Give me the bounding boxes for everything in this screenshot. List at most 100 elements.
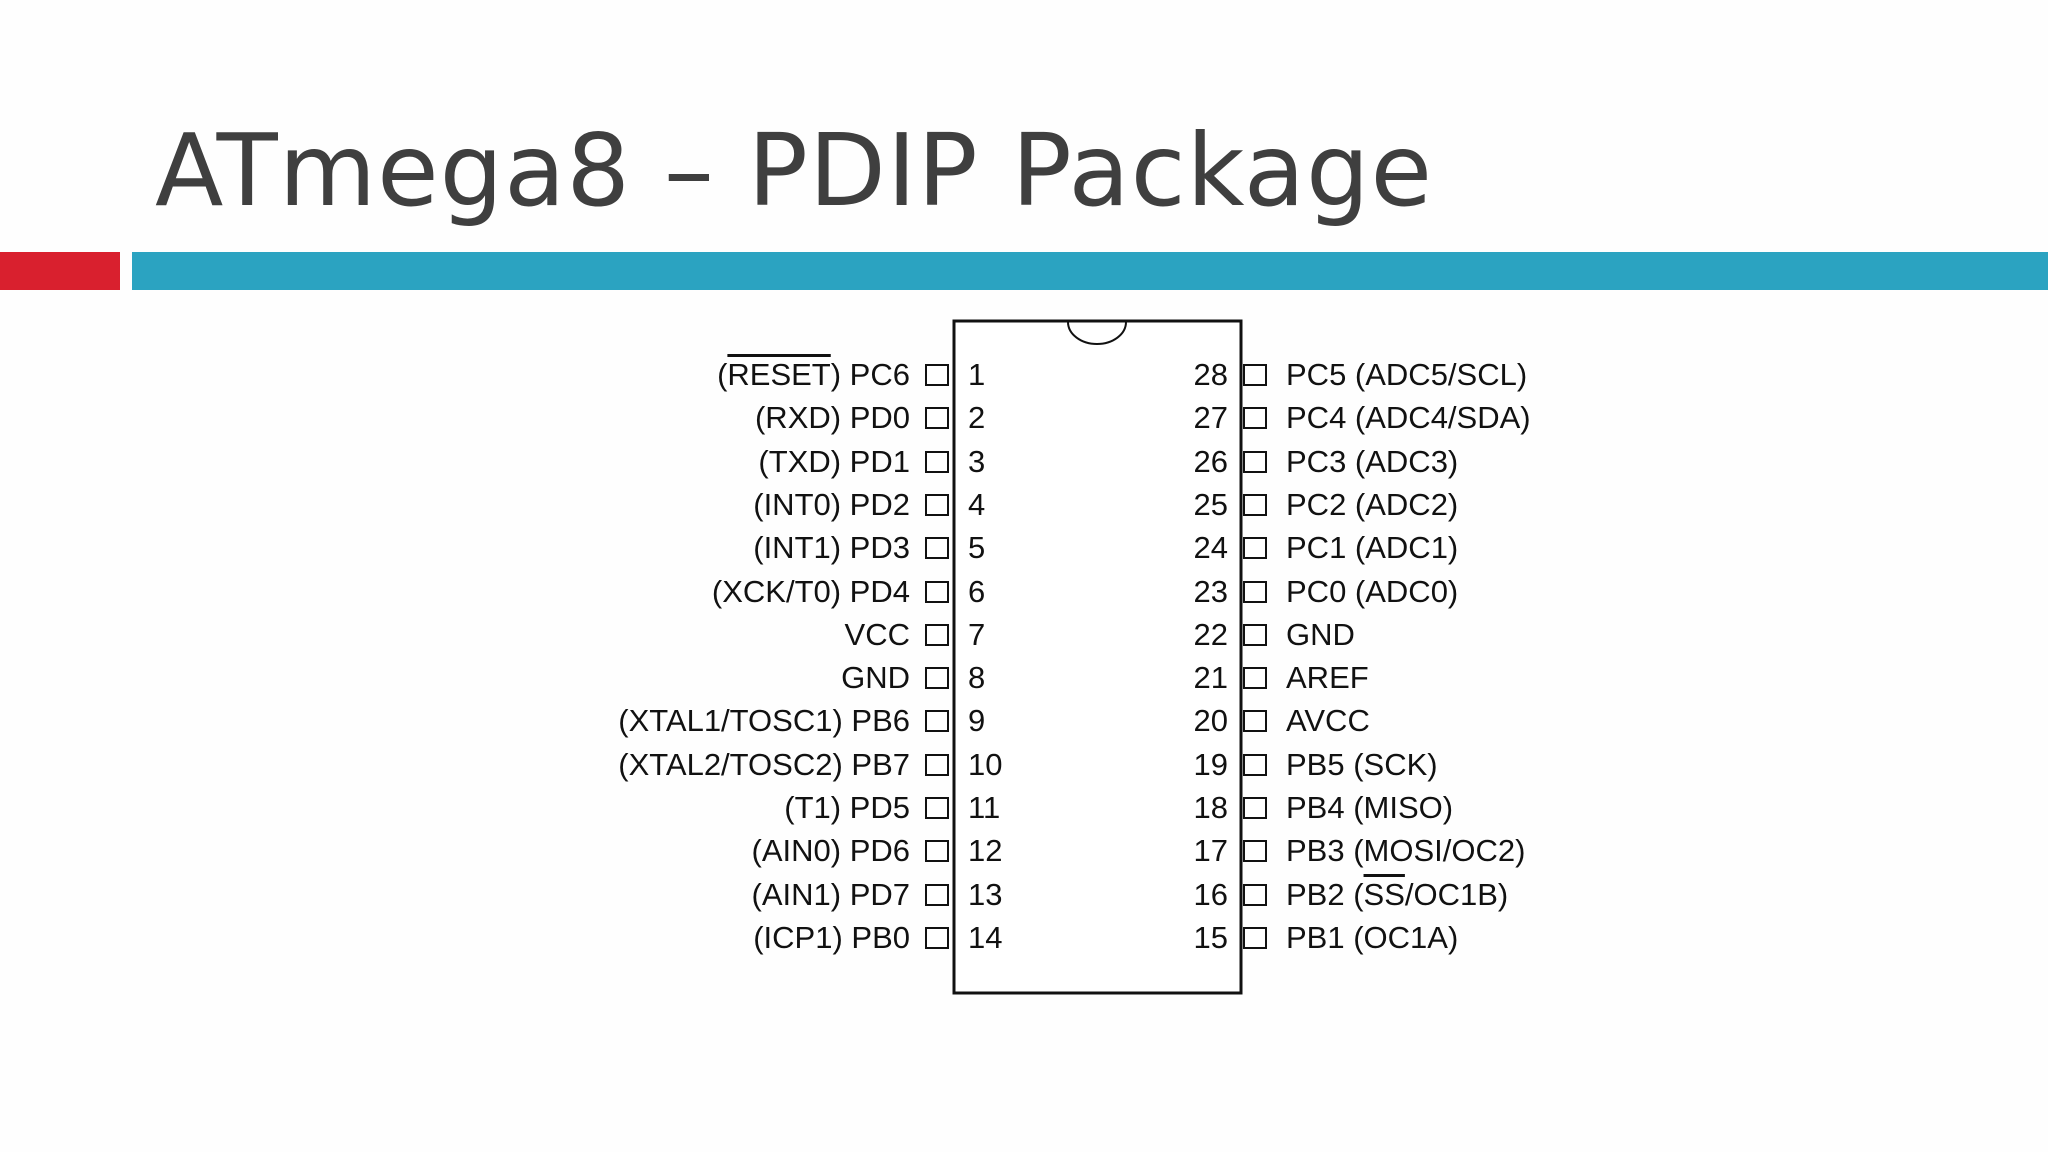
pin-label: PC3 (ADC3): [1286, 443, 1459, 479]
pin-number: 25: [1193, 486, 1228, 522]
pin-box: [925, 407, 949, 430]
pin-label: PB3 (MOSI/OC2): [1286, 834, 1525, 868]
pin-number: 9: [968, 703, 986, 739]
pin-label: AREF: [1286, 661, 1369, 695]
pin-label-part: (XTAL2/TOSC2) PB7: [618, 746, 910, 782]
pin-box: [925, 710, 949, 733]
pin-label-part: PB1 (OC1A): [1286, 919, 1459, 955]
pin-label-part: PB3 (MOSI/OC2): [1286, 833, 1526, 869]
accent-bar: [0, 252, 120, 290]
title-rule: [132, 252, 2048, 290]
slide-title: ATmega8 – PDIP Package: [155, 112, 1434, 229]
pin-label-part: (AIN0) PD6: [751, 833, 910, 869]
pin-number: 26: [1193, 443, 1228, 479]
pin-number: 15: [1193, 919, 1228, 955]
pin-number: 17: [1193, 833, 1228, 869]
pin-label-part: (XTAL1/TOSC1) PB6: [618, 703, 910, 739]
pin-label-part: PB5 (SCK): [1286, 746, 1438, 782]
pin-label: PC2 (ADC2): [1286, 486, 1459, 522]
pin-number: 27: [1193, 400, 1228, 436]
pin-label: (ICP1) PB0: [753, 920, 910, 955]
pin-label-part: RESET: [727, 357, 831, 392]
pin-label: (XTAL1/TOSC1) PB6: [618, 704, 910, 738]
pin-box: [925, 667, 949, 690]
pin-number: 5: [968, 530, 986, 566]
pin-box: [925, 580, 949, 603]
pin-label-part: PB4 (MISO): [1286, 790, 1454, 825]
pin-label: (INT0) PD2: [753, 486, 910, 522]
pin-number: 16: [1193, 876, 1228, 912]
pin-label: VCC: [844, 616, 910, 652]
pin-label-part: AVCC: [1286, 703, 1370, 739]
pin-label-part: PC5 (ADC5/SCL): [1286, 357, 1528, 392]
pin-number: 6: [968, 573, 986, 609]
pin-label: AVCC: [1286, 704, 1370, 738]
pin-box: [1243, 753, 1267, 776]
pin-number: 2: [968, 400, 986, 436]
pin-number: 14: [968, 919, 1003, 955]
pin-box: [1243, 840, 1267, 863]
pin-label: PC1 (ADC1): [1286, 531, 1458, 565]
pin-box: [1243, 450, 1267, 473]
pin-label-part: (INT1) PD3: [753, 530, 910, 566]
pin-label-part: (XCK/T0) PD4: [711, 573, 910, 609]
pin-label-part: PC2 (ADC2): [1286, 486, 1459, 522]
pin-label: (XCK/T0) PD4: [711, 573, 910, 609]
pin-label-part: PC3 (ADC3): [1286, 443, 1459, 479]
pin-label-part: AREF: [1286, 660, 1369, 696]
pin-number: 28: [1193, 357, 1228, 392]
pin-number: 7: [968, 616, 986, 652]
pin-box: [925, 623, 949, 646]
pin-box: [925, 537, 949, 560]
pin-label: (INT1) PD3: [753, 531, 910, 565]
pin-label: (RXD) PD0: [755, 401, 910, 435]
pin-label: PC0 (ADC0): [1286, 574, 1458, 609]
pin-box: [1243, 364, 1267, 386]
pin-number: 4: [968, 486, 986, 522]
pin-label-part: (TXD) PD1: [758, 443, 910, 479]
pin-label-part: SS: [1363, 876, 1405, 912]
pin-label-part: /OC1B): [1404, 876, 1509, 912]
pin-label: (XTAL2/TOSC2) PB7: [618, 746, 910, 782]
pin-box: [925, 450, 949, 473]
pin-number: 8: [968, 660, 986, 696]
pin-box: [925, 883, 949, 906]
pin-number: 1: [968, 357, 986, 392]
pin-number: 24: [1193, 530, 1228, 566]
pin-box: [1243, 710, 1267, 733]
pin-label-part: (RXD) PD0: [754, 400, 910, 436]
pin-box: [1243, 493, 1267, 516]
pin-number: 20: [1193, 703, 1228, 739]
pin-label-part: VCC: [844, 616, 910, 652]
pin-box: [1243, 580, 1267, 603]
pin-box: [1243, 883, 1267, 906]
pin-label-part: GND: [1286, 616, 1355, 652]
pin-label-part: PC4 (ADC4/SDA): [1286, 400, 1531, 436]
pin-label-part: (INT0) PD2: [753, 486, 910, 522]
pin-box: [925, 840, 949, 863]
pin-label: PC5 (ADC5/SCL): [1286, 358, 1527, 392]
pin-label-part: PC1 (ADC1): [1286, 530, 1459, 566]
pin-label: (AIN1) PD7: [752, 877, 910, 912]
pin-number: 22: [1193, 616, 1228, 652]
pin-box: [925, 364, 949, 386]
pin-label: PC4 (ADC4/SDA): [1286, 401, 1531, 435]
pin-number: 18: [1193, 790, 1228, 825]
pin-box: [925, 493, 949, 516]
pin-number: 10: [968, 746, 1003, 782]
pin-box: [925, 926, 949, 949]
pin-label: PB1 (OC1A): [1286, 919, 1459, 955]
chip-notch: [1067, 321, 1127, 345]
pin-number: 12: [968, 833, 1003, 869]
pin-box: [925, 797, 949, 819]
pin-label: GND: [841, 661, 910, 695]
pin-label-part: PB2 (: [1286, 876, 1364, 912]
pin-label: (AIN0) PD6: [752, 834, 910, 868]
pin-number: 21: [1193, 660, 1228, 696]
pin-box: [925, 753, 949, 776]
pin-number: 13: [968, 876, 1003, 912]
pin-label-part: GND: [841, 660, 910, 696]
pin-number: 3: [968, 443, 986, 479]
